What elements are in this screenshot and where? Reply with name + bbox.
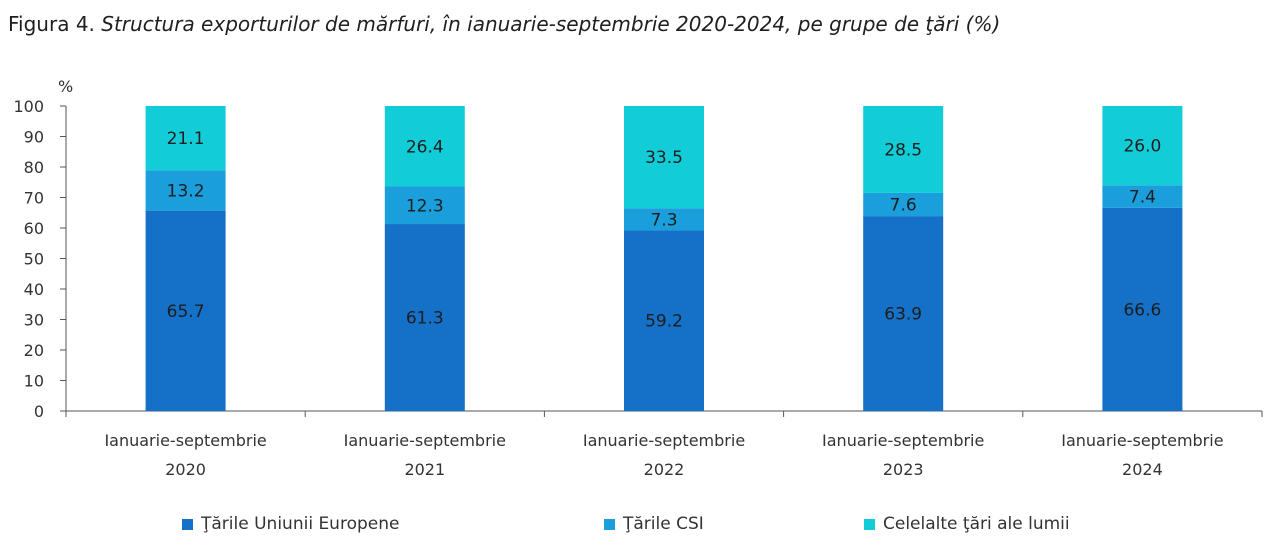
x-category-year: 2023 [883, 460, 924, 479]
data-label-eu: 66.6 [1123, 300, 1161, 320]
y-tick-label: 20 [24, 341, 44, 360]
data-label-other: 26.0 [1123, 137, 1161, 157]
x-category-year: 2024 [1122, 460, 1163, 479]
y-tick-label: 70 [24, 189, 44, 208]
legend-item-other: Celelalte ţări ale lumii [864, 514, 1070, 534]
x-category-label: Ianuarie-septembrie [344, 431, 506, 450]
bar-other [624, 106, 704, 209]
x-category-year: 2022 [644, 460, 685, 479]
figure-number: Figura 4. [8, 12, 102, 36]
bar-eu [1102, 207, 1183, 411]
bar-csi [145, 170, 226, 211]
legend-item-eu: Ţările Uniunii Europene [182, 514, 399, 534]
bar-csi [1102, 185, 1183, 208]
data-label-other: 28.5 [884, 140, 922, 160]
legend-swatch-eu [182, 518, 193, 530]
x-category-label: Ianuarie-septembrie [104, 431, 266, 450]
bar-csi [624, 208, 704, 231]
x-category-year: 2021 [404, 460, 445, 479]
y-tick-label: 80 [24, 158, 44, 177]
legend-label-csi: Ţările CSI [623, 514, 704, 534]
x-category-label: Ianuarie-septembrie [1061, 431, 1223, 450]
x-category-label: Ianuarie-septembrie [822, 431, 984, 450]
y-tick-label: 60 [24, 219, 44, 238]
bar-eu [384, 224, 465, 411]
stacked-bar-chart: % 0 10 20 30 40 50 60 70 80 90 100 65.7 13.2 21.1 Ianua… [13, 77, 1263, 479]
legend-swatch-other [864, 518, 875, 530]
x-category-year: 2020 [165, 460, 206, 479]
data-label-csi: 7.3 [650, 210, 677, 230]
y-tick-label: 100 [13, 97, 44, 116]
data-label-eu: 65.7 [167, 302, 205, 322]
bar-other [863, 106, 944, 193]
legend-item-csi: Ţările CSI [604, 514, 704, 534]
bar-other [384, 106, 465, 187]
y-tick-label: 50 [24, 250, 44, 269]
y-tick-label: 90 [24, 128, 44, 147]
y-tick-label: 0 [34, 402, 44, 421]
bar-other [1102, 106, 1183, 186]
bar-csi [384, 186, 465, 225]
y-axis-unit-label: % [58, 77, 73, 96]
bar-eu [863, 216, 944, 411]
y-tick-label: 10 [24, 372, 44, 391]
data-label-csi: 12.3 [406, 196, 444, 216]
data-label-eu: 59.2 [645, 312, 683, 332]
x-category-label: Ianuarie-septembrie [583, 431, 745, 450]
y-tick-label: 40 [24, 280, 44, 299]
data-label-other: 26.4 [406, 137, 444, 157]
legend-label-eu: Ţările Uniunii Europene [201, 514, 400, 534]
data-label-csi: 13.2 [167, 181, 205, 201]
legend: Ţările Uniunii Europene Ţările CSI Celel… [0, 514, 1280, 540]
data-label-eu: 63.9 [884, 305, 922, 325]
legend-swatch-csi [604, 518, 615, 530]
data-label-other: 21.1 [167, 129, 205, 149]
bar-other [145, 106, 226, 171]
legend-label-other: Celelalte ţări ale lumii [883, 514, 1070, 534]
data-label-other: 33.5 [645, 148, 683, 168]
bar-eu [145, 210, 226, 411]
bar-eu [624, 230, 704, 411]
bar-csi [863, 192, 944, 217]
chart-title: Figura 4. Structura exporturilor de mărf… [8, 12, 1000, 36]
figure-caption: Structura exporturilor de mărfuri, în ia… [101, 12, 1001, 36]
data-label-csi: 7.4 [1129, 188, 1156, 208]
data-label-csi: 7.6 [890, 196, 917, 216]
y-tick-label: 30 [24, 311, 44, 330]
data-label-eu: 61.3 [406, 309, 444, 329]
